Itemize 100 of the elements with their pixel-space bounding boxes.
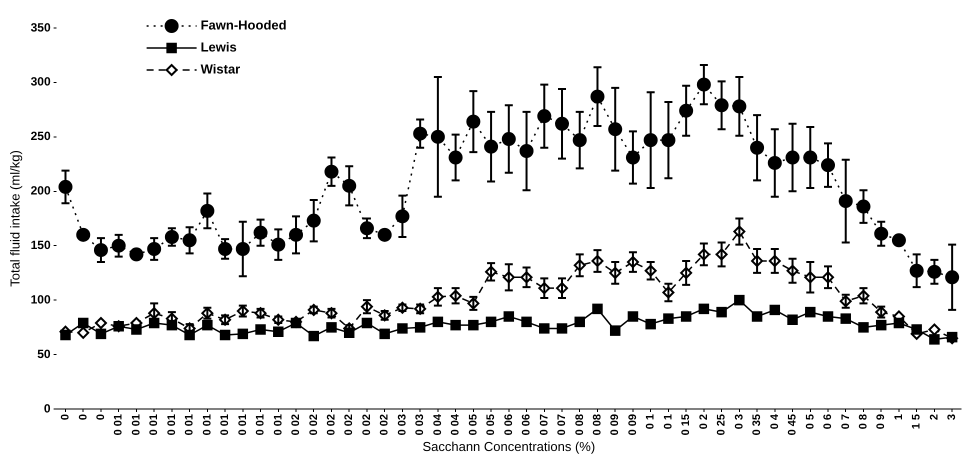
x-tick-label: 0 01: [236, 414, 249, 436]
point: [876, 320, 886, 330]
point: [929, 334, 940, 345]
x-tick-label: 0 01: [272, 414, 284, 436]
x-axis-title: Sacchann Concentrations (%): [422, 438, 596, 454]
x-tick-label: 0 25: [716, 414, 728, 436]
x-tick-label: 0 1: [644, 414, 657, 430]
x-tick-label: 0 3: [733, 414, 746, 430]
point: [752, 311, 762, 322]
point: [663, 313, 674, 324]
point: [894, 318, 904, 328]
point: [645, 318, 656, 330]
point: [556, 323, 568, 334]
y-tick-label: 350: [30, 20, 51, 34]
x-tick-label: 0 03: [396, 414, 408, 436]
x-tick-label: 0 01: [201, 414, 214, 436]
point: [521, 316, 532, 328]
point: [414, 322, 426, 333]
point: [378, 228, 392, 242]
x-tick-label: 0 35: [751, 414, 764, 436]
point: [539, 323, 550, 334]
point: [78, 318, 88, 328]
point: [911, 324, 922, 335]
legend-label: Fawn-Hooded: [200, 18, 287, 33]
x-tick-label: 0 05: [467, 414, 480, 436]
point: [610, 325, 620, 336]
x-tick-label: 0 15: [680, 414, 692, 436]
x-tick-label: 0: [77, 414, 90, 420]
point: [592, 304, 603, 314]
x-tick-label: 0 01: [254, 414, 267, 436]
point: [858, 322, 869, 333]
x-tick-label: 0 07: [538, 414, 550, 436]
y-tick-label: 250: [30, 129, 51, 144]
x-tick-label: 0 1: [662, 414, 674, 430]
point: [77, 326, 90, 339]
x-tick-label: 0 01: [112, 414, 125, 436]
x-tick-label: 0 4: [768, 413, 781, 430]
x-tick-label: 0 01: [130, 414, 142, 436]
x-tick-label: 0 6: [822, 414, 834, 430]
x-tick-label: 0 05: [485, 414, 498, 436]
x-tick-label: 0 06: [520, 414, 533, 436]
x-tick-label: 0 01: [219, 414, 232, 436]
point: [840, 313, 851, 324]
x-tick-label: 0: [94, 414, 107, 420]
x-tick-label: 0 01: [166, 414, 178, 436]
point: [770, 304, 780, 316]
y-tick-label: 200: [30, 184, 51, 198]
point: [379, 328, 390, 340]
point: [238, 328, 248, 340]
point: [129, 247, 144, 262]
point: [468, 320, 479, 330]
point: [504, 311, 514, 322]
x-tick-label: 0 03: [414, 414, 426, 436]
x-tick-label: 0 04: [432, 413, 444, 436]
x-tick-label: 0 07: [556, 414, 568, 436]
x-tick-label: 0 01: [148, 414, 160, 436]
x-tick-label: 0 02: [343, 414, 356, 436]
y-tick-label: 150: [30, 238, 51, 252]
point: [698, 304, 710, 314]
x-tick-label: 0 02: [360, 414, 373, 436]
x-tick-label: 0 2: [698, 414, 710, 430]
x-tick-label: 0 02: [378, 414, 391, 436]
point: [255, 324, 266, 335]
x-tick-label: 0 02: [326, 414, 338, 436]
point: [946, 332, 958, 342]
point: [892, 233, 906, 248]
x-tick-label: 2: [928, 414, 940, 420]
x-tick-label: 3: [946, 414, 958, 420]
point: [805, 306, 816, 318]
point: [628, 311, 638, 322]
point: [60, 330, 71, 340]
legend-label: Lewis: [200, 40, 237, 55]
point: [822, 311, 834, 322]
point: [220, 330, 230, 340]
x-tick-label: 0 04: [450, 413, 462, 436]
point: [450, 320, 461, 330]
x-tick-label: 0 09: [609, 414, 622, 436]
point: [928, 324, 940, 336]
point: [716, 306, 727, 318]
point: [94, 316, 107, 329]
x-tick-label: 0 08: [574, 414, 586, 436]
x-tick-label: 1 5: [910, 414, 923, 430]
point: [486, 316, 496, 328]
x-tick-label: 0 7: [840, 414, 852, 430]
x-tick-label: 0 8: [858, 414, 870, 430]
y-tick-label: 50: [37, 346, 51, 361]
y-tick-label: 100: [30, 292, 51, 306]
point: [432, 316, 444, 328]
legend-label: Wistar: [200, 62, 240, 77]
point: [76, 228, 90, 242]
x-tick-label: 1: [892, 414, 905, 420]
point: [734, 294, 745, 306]
point: [131, 324, 142, 335]
point: [362, 318, 372, 328]
point: [787, 314, 798, 325]
point: [273, 326, 284, 337]
point: [202, 320, 213, 330]
point: [680, 311, 692, 322]
x-tick-label: 0: [60, 414, 72, 420]
point: [397, 323, 408, 334]
